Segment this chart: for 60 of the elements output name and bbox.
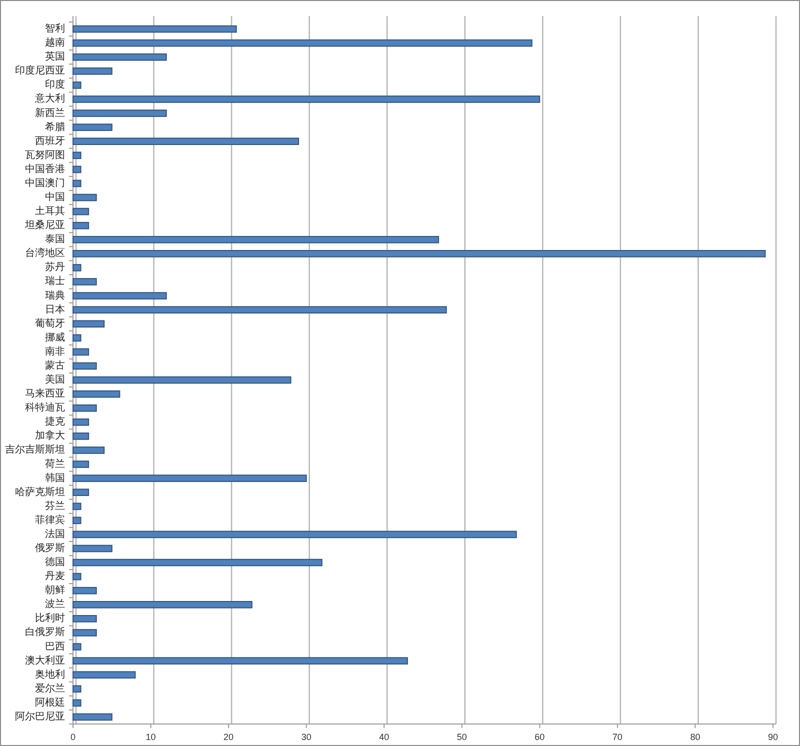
y-tick-label: 波兰 — [45, 598, 65, 610]
y-tick-label: 加拿大 — [35, 430, 65, 442]
y-tick-label: 日本 — [45, 303, 65, 316]
y-tick-label: 朝鲜 — [45, 584, 65, 596]
y-tick-label: 美国 — [45, 374, 65, 386]
y-tick-label: 意大利 — [34, 92, 65, 105]
x-tick-label: 0 — [70, 732, 76, 742]
y-tick-label: 葡萄牙 — [35, 317, 65, 330]
y-tick-label: 泰国 — [45, 234, 65, 246]
y-tick-label: 哈萨克斯坦 — [15, 486, 65, 498]
y-tick-label: 英国 — [45, 50, 65, 63]
y-tick-label: 阿根廷 — [35, 696, 65, 708]
y-tick-label: 马来西亚 — [25, 388, 65, 400]
y-tick-label: 奥地利 — [35, 668, 65, 680]
y-tick-label: 阿尔巴尼亚 — [15, 710, 65, 722]
y-tick-label: 德国 — [45, 557, 65, 568]
x-tick-label: 40 — [379, 732, 390, 742]
x-tick-label: 90 — [768, 732, 778, 742]
x-tick-label: 80 — [690, 732, 700, 742]
y-tick-label: 越南 — [45, 36, 65, 49]
y-tick-label: 捷克 — [45, 416, 65, 428]
y-tick-label: 丹麦 — [45, 570, 65, 582]
y-tick-label: 韩国 — [45, 472, 65, 484]
y-tick-label: 吉尔吉斯斯坦 — [5, 444, 65, 456]
x-tick-label: 10 — [146, 732, 156, 742]
y-tick-label: 瑞典 — [45, 289, 65, 302]
y-tick-label: 爱尔兰 — [35, 682, 65, 694]
x-tick-label: 20 — [224, 732, 234, 742]
y-tick-label: 白俄罗斯 — [25, 626, 65, 638]
x-tick-label: 60 — [534, 732, 545, 742]
y-tick-label: 菲律宾 — [35, 514, 65, 526]
y-tick-label: 法国 — [45, 528, 65, 540]
y-tick-label: 蒙古 — [45, 359, 65, 372]
y-tick-label: 印度尼西亚 — [15, 64, 65, 77]
y-tick-label: 挪威 — [45, 331, 65, 344]
y-tick-label: 希腊 — [45, 120, 65, 133]
y-tick-label: 南非 — [45, 345, 65, 358]
y-tick-label: 瑞士 — [45, 275, 65, 288]
y-tick-label: 中国澳门 — [25, 176, 65, 189]
x-tick-label: 30 — [301, 732, 312, 742]
x-tick-label: 50 — [456, 732, 467, 742]
y-tick-label: 科特迪瓦 — [25, 402, 65, 414]
x-tick-label: 70 — [612, 732, 622, 742]
y-tick-label: 比利时 — [35, 612, 65, 624]
y-tick-label: 中国香港 — [25, 162, 65, 175]
y-tick-label: 俄罗斯 — [35, 542, 65, 554]
y-tick-label: 新西兰 — [35, 106, 65, 119]
y-tick-label: 澳大利亚 — [25, 654, 65, 666]
y-tick-label: 瓦努阿图 — [25, 150, 65, 161]
y-tick-label: 西班牙 — [35, 134, 65, 147]
y-tick-label: 中国 — [45, 191, 65, 203]
y-tick-label: 台湾地区 — [25, 247, 65, 260]
y-tick-label: 芬兰 — [45, 500, 65, 512]
y-tick-label: 荷兰 — [45, 458, 65, 470]
y-tick-label: 印度 — [45, 78, 65, 91]
y-tick-label: 智利 — [45, 22, 65, 35]
y-tick-label: 坦桑尼亚 — [24, 219, 65, 232]
y-tick-label: 苏丹 — [45, 261, 65, 274]
y-tick-label: 巴西 — [45, 641, 65, 652]
y-tick-label: 土耳其 — [35, 205, 65, 218]
